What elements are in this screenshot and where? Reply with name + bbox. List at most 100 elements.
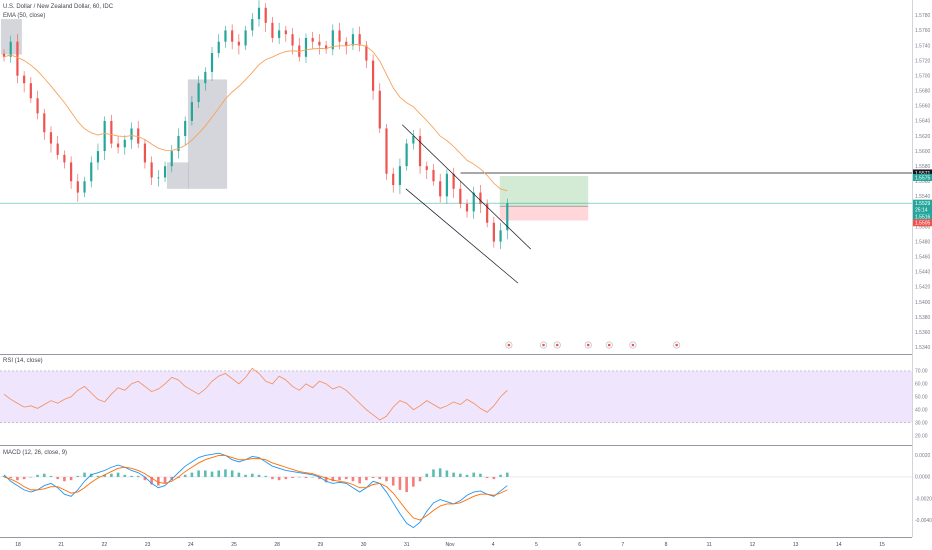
- macd-legend[interactable]: MACD (12, 26, close, 9): [3, 450, 68, 456]
- price-label-1: 1.5575: [913, 174, 932, 181]
- candle-4: [29, 77, 32, 103]
- macd-histogram-bar-34: [230, 470, 234, 477]
- rsi-legend[interactable]: RSI (14, close): [3, 358, 43, 364]
- macd-histogram-bar-27: [183, 474, 187, 477]
- rsi-tick-label-5: 20.00: [915, 433, 928, 439]
- candle-16: [110, 114, 113, 149]
- macd-histogram-bar-19: [130, 475, 133, 477]
- event-marker-4: [605, 341, 613, 349]
- time-axis-border: [0, 537, 912, 538]
- price-tick-label-0: 1.5780: [915, 13, 931, 19]
- macd-histogram-bar-4: [29, 476, 33, 478]
- macd-histogram-bar-65: [438, 468, 442, 477]
- candle-20: [137, 120, 140, 149]
- macd-histogram-bar-35: [237, 472, 241, 477]
- price-tick-label-7: 1.5640: [915, 119, 931, 125]
- time-tick-label-18: 13: [793, 542, 799, 548]
- macd-histogram-bar-59: [398, 476, 402, 490]
- macd-tick-label-2: -0.0020: [915, 496, 932, 502]
- macd-histogram-bar-14: [96, 475, 100, 477]
- rsi-pane-border[interactable]: [0, 354, 912, 355]
- macd-histogram-bar-44: [297, 476, 301, 478]
- macd-histogram-bar-60: [405, 476, 408, 493]
- macd-histogram-bar-32: [217, 470, 221, 477]
- candle-39: [264, 3, 267, 32]
- candle-55: [371, 54, 375, 100]
- price-tick-label-14: 1.5500: [915, 224, 931, 230]
- macd-histogram-bar-40: [271, 476, 274, 480]
- macd-histogram-bar-43: [291, 476, 294, 479]
- time-tick-label-12: 5: [535, 542, 538, 548]
- candle-body: [157, 177, 160, 179]
- rsi-tick-label-0: 70.00: [915, 369, 928, 375]
- price-tick-label-8: 1.5620: [915, 134, 931, 140]
- candle-body: [103, 120, 106, 152]
- macd-histogram-bar-53: [358, 476, 361, 484]
- candle-32: [217, 34, 220, 58]
- candle-74: [499, 222, 502, 250]
- candle-body: [378, 90, 381, 129]
- candle-body: [9, 41, 12, 57]
- candle-42: [284, 25, 287, 42]
- candle-body: [204, 71, 207, 84]
- event-dot: [675, 343, 679, 347]
- candle-38: [257, 0, 261, 27]
- candle-body: [163, 166, 167, 178]
- candle-43: [291, 28, 294, 55]
- candle-69: [465, 199, 469, 218]
- macd-histogram-bar-64: [432, 469, 435, 477]
- candle-body: [43, 113, 46, 133]
- candle-26: [177, 128, 180, 159]
- macd-pane-border[interactable]: [0, 445, 912, 446]
- candle-body: [506, 203, 509, 231]
- candle-body: [371, 60, 375, 91]
- macd-histogram-bar-42: [284, 476, 288, 480]
- time-tick-label-3: 23: [145, 542, 151, 548]
- macd-histogram-bar-31: [210, 471, 214, 477]
- price-tick-label-1: 1.5760: [915, 28, 931, 34]
- ema-legend[interactable]: EMA (50, close): [3, 13, 46, 19]
- price-tick-label-9: 1.5600: [915, 149, 931, 155]
- candle-17: [116, 136, 120, 154]
- macd-histogram-bar-8: [56, 476, 59, 480]
- candle-body: [177, 136, 180, 152]
- price-label-text: 1.5575: [915, 175, 931, 181]
- time-tick-label-7: 29: [318, 542, 324, 548]
- event-marker-1: [540, 341, 548, 349]
- candle-40: [271, 16, 274, 43]
- candle-body: [304, 37, 308, 57]
- rsi-tick-label-1: 60.00: [915, 382, 928, 388]
- candle-61: [412, 129, 415, 150]
- price-label-text: 1.5571: [915, 171, 931, 177]
- candle-47: [318, 34, 321, 55]
- rsi-line: [3, 367, 508, 421]
- price-tick-label-10: 1.5580: [915, 164, 931, 170]
- candle-body: [398, 166, 402, 186]
- candle-body: [251, 19, 254, 31]
- macd-histogram-bar-24: [163, 476, 167, 484]
- price-tick-label-11: 1.5560: [915, 179, 931, 185]
- macd-histogram-bar-28: [190, 472, 194, 477]
- candle-36: [244, 25, 247, 51]
- candle-59: [398, 158, 402, 195]
- candle-11: [76, 173, 79, 202]
- candle-30: [204, 67, 207, 91]
- candle-9: [63, 150, 66, 169]
- candle-3: [23, 71, 26, 93]
- candle-body: [23, 75, 26, 84]
- price-label-bg: [913, 219, 932, 227]
- candle-5: [36, 90, 39, 120]
- candle-body: [36, 98, 39, 114]
- candle-body: [338, 30, 341, 42]
- candle-body: [392, 173, 395, 186]
- candle-body: [184, 120, 187, 137]
- symbol-legend[interactable]: U.S. Dollar / New Zealand Dollar, 60, ID…: [3, 4, 114, 10]
- macd-line: [3, 452, 508, 529]
- macd-histogram-bar-26: [177, 476, 180, 479]
- macd-histogram-bar-15: [103, 474, 106, 477]
- candle-66: [445, 169, 448, 204]
- candle-body: [459, 188, 462, 204]
- candle-73: [492, 216, 495, 248]
